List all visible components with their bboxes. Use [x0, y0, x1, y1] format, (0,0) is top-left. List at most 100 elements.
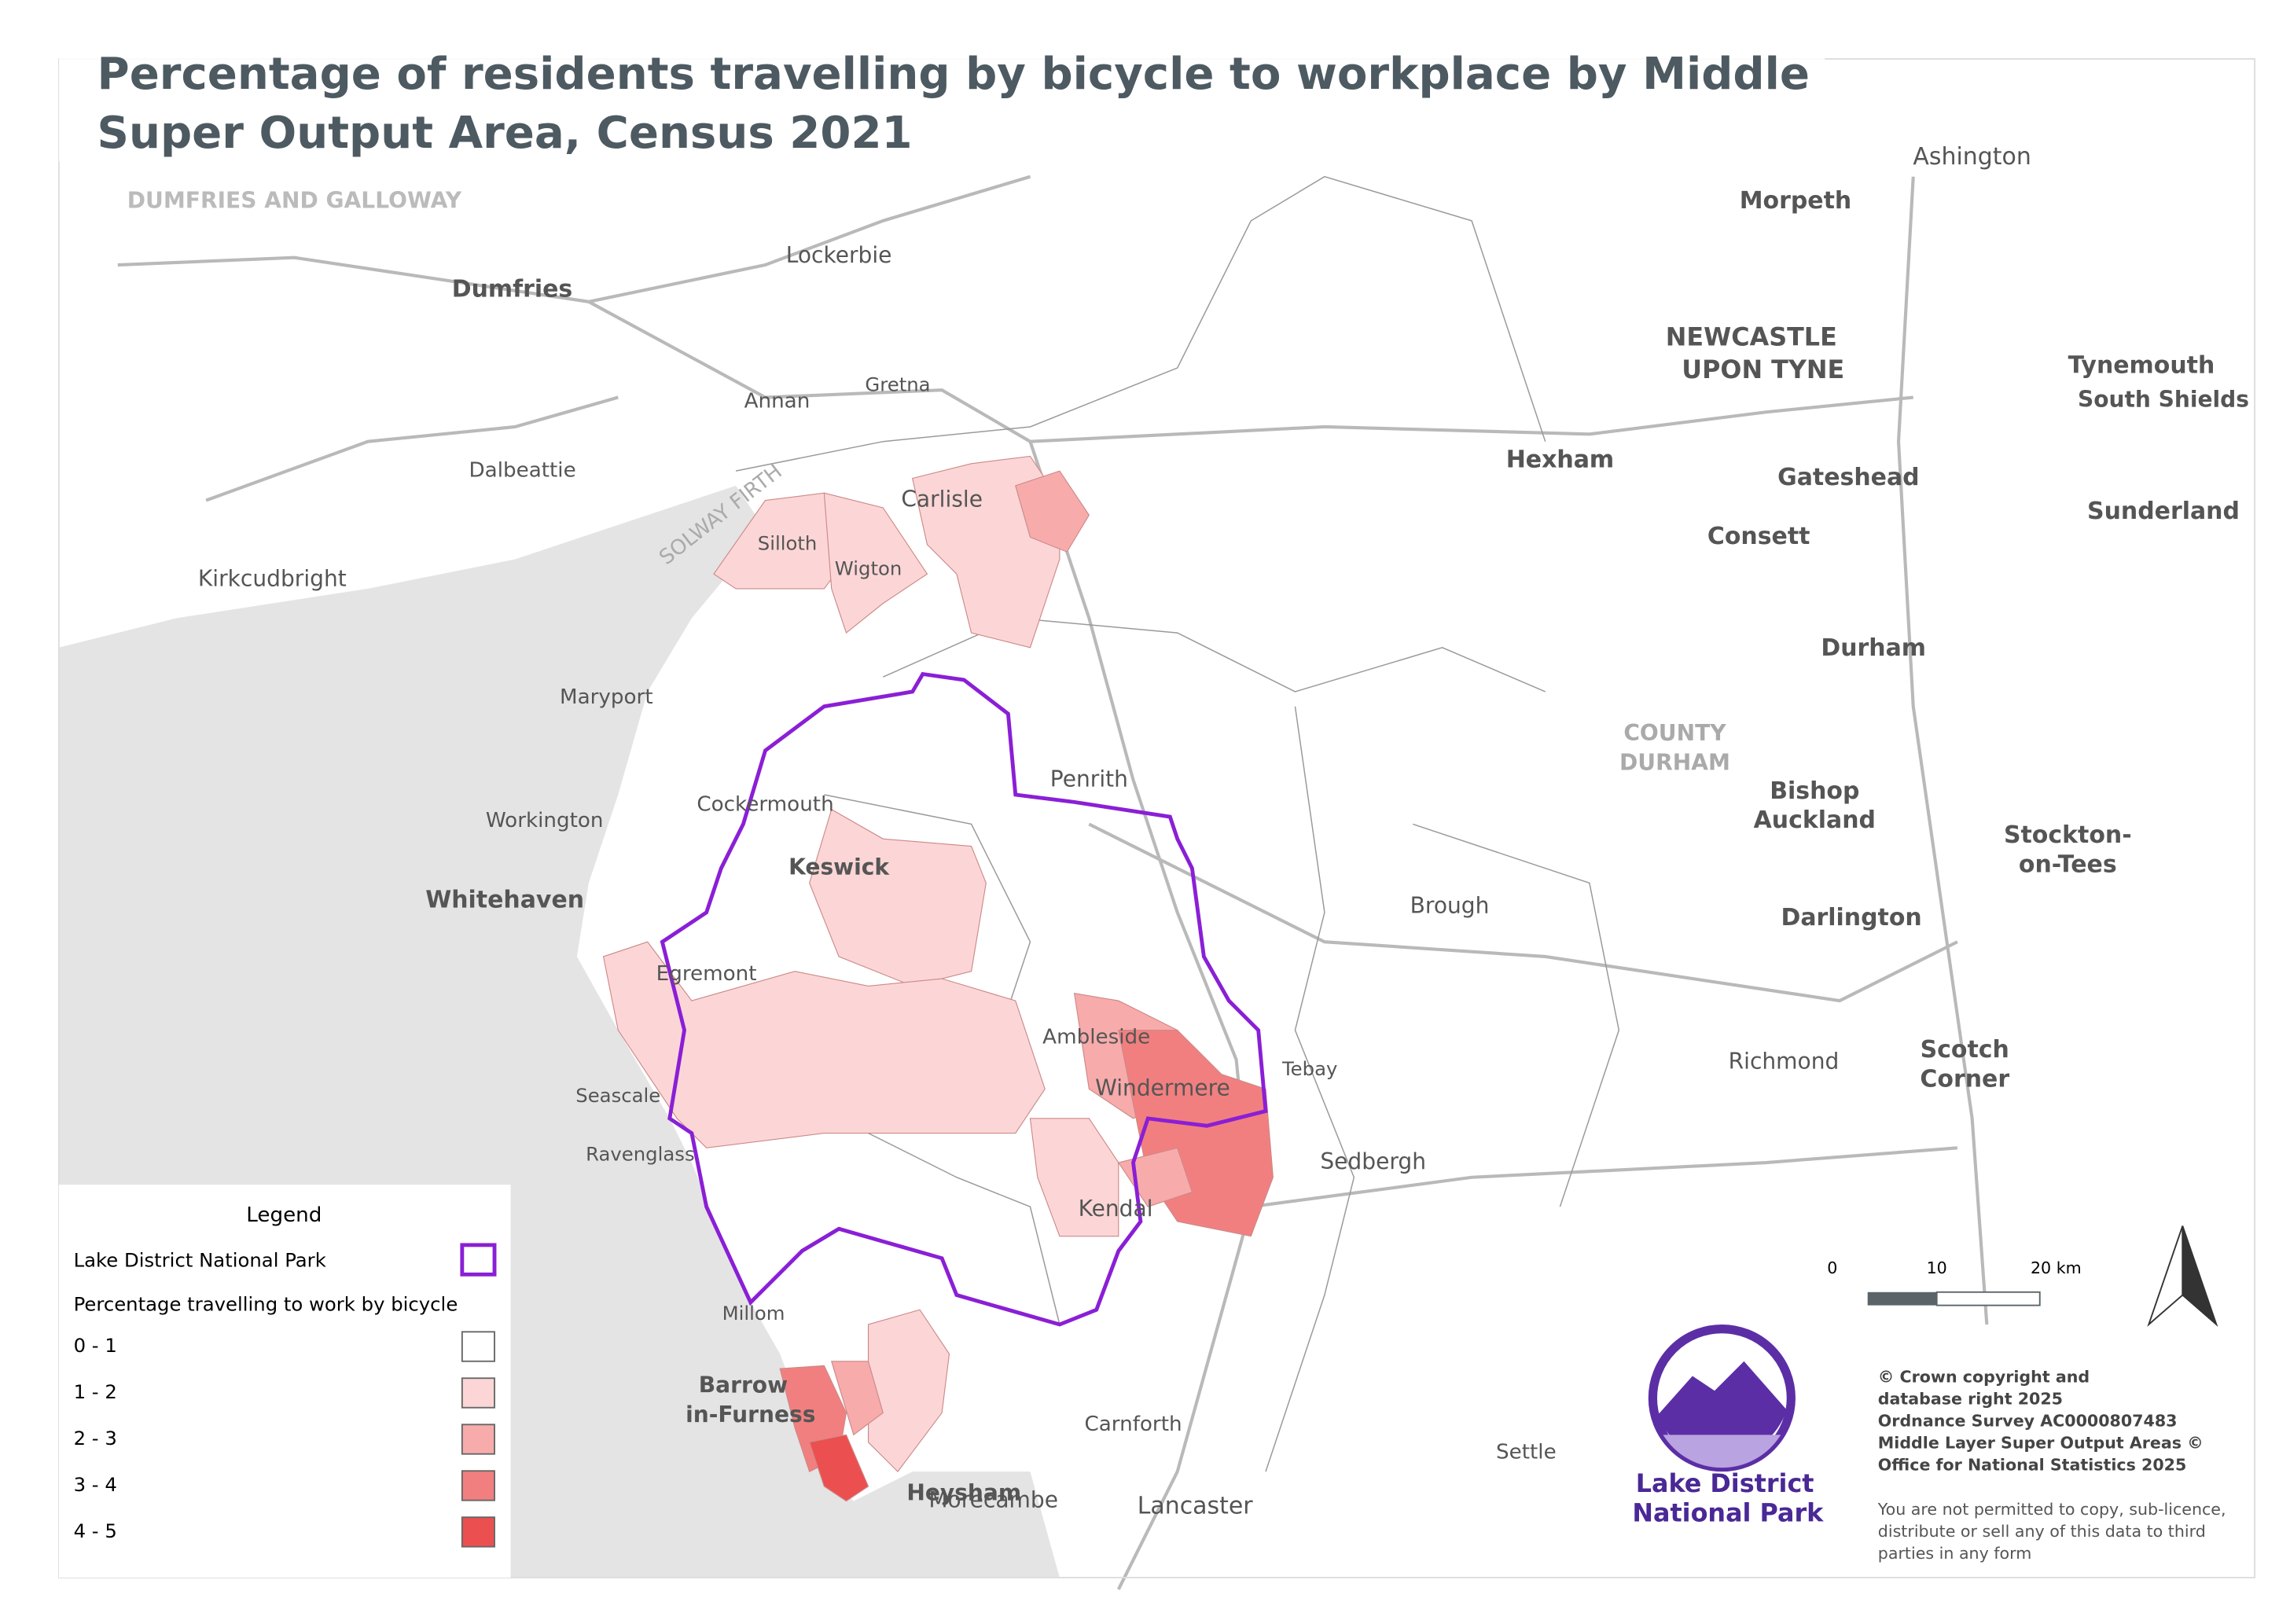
place-label: South Shields: [2078, 386, 2249, 412]
north-arrow-right: [2182, 1225, 2218, 1327]
place-label: Scotch: [1921, 1036, 2009, 1064]
place-label: Morpeth: [1740, 187, 1851, 215]
place-label: Seascale: [575, 1084, 660, 1107]
place-label: Kirkcudbright: [198, 566, 347, 592]
legend-label: 1 - 2: [74, 1380, 117, 1403]
title: Super Output Area, Census 2021: [97, 108, 913, 159]
scale-label: 10: [1927, 1258, 1947, 1277]
legend-swatch: [461, 1424, 495, 1455]
notice-line: You are not permitted to copy, sub-licen…: [1877, 1500, 2226, 1519]
place-label: Gretna: [865, 373, 930, 396]
place-label: NEWCASTLE: [1666, 322, 1837, 352]
place-label: Egremont: [656, 962, 757, 986]
place-label: Dumfries: [452, 275, 573, 303]
place-label: DURHAM: [1619, 750, 1730, 776]
place-label: Wigton: [835, 557, 902, 580]
place-label: Hexham: [1506, 446, 1614, 474]
place-label: Corner: [1920, 1066, 2009, 1093]
place-label: Gateshead: [1777, 464, 1919, 491]
legend-swatch: [460, 1243, 497, 1277]
legend-swatch: [461, 1331, 495, 1362]
legend-classes: 0 - 1 1 - 2 2 - 3 3 - 4 4 - 5: [74, 1331, 495, 1548]
logo-hills: [1656, 1361, 1787, 1458]
place-label: Tynemouth: [2068, 352, 2215, 380]
legend-title: Legend: [246, 1203, 322, 1227]
msoa-area: [823, 492, 928, 634]
logo: Lake District National Park: [1632, 1324, 1824, 1527]
place-label: Morecambe: [928, 1487, 1058, 1513]
logo-text: Lake District: [1636, 1468, 1814, 1498]
scale-bar: 0 10 20 km: [1827, 1258, 2082, 1306]
national-park-boundary: [660, 671, 1268, 1327]
place-label: Dalbeattie: [469, 459, 575, 483]
legend-box: [58, 1185, 511, 1578]
copyright-line: Office for National Statistics 2025: [1878, 1456, 2187, 1475]
place-label: Lockerbie: [786, 242, 892, 268]
place-label: Darlington: [1781, 904, 1921, 931]
place-label: Richmond: [1729, 1049, 1840, 1075]
place-label: DUMFRIES AND GALLOWAY: [127, 188, 462, 214]
legend-label: 3 - 4: [74, 1473, 117, 1496]
scale-segment: [1867, 1291, 1937, 1306]
msoa-area: [808, 1434, 869, 1502]
notice: You are not permitted to copy, sub-licen…: [1877, 1500, 2226, 1563]
title: Percentage of residents travelling by bi…: [97, 49, 1810, 100]
place-label: Silloth: [758, 532, 818, 555]
place-label: on-Tees: [2019, 851, 2117, 878]
legend-label: 0 - 1: [74, 1334, 117, 1357]
legend-label: 2 - 3: [74, 1427, 117, 1449]
place-label: UPON TYNE: [1682, 355, 1844, 384]
copyright-line: Middle Layer Super Output Areas ©: [1878, 1434, 2204, 1453]
place-label: Settle: [1496, 1440, 1557, 1464]
place-label: in-Furness: [686, 1402, 815, 1427]
place-label: Whitehaven: [425, 886, 584, 913]
place-label: Carlisle: [901, 487, 983, 513]
scale-label: 0: [1827, 1258, 1837, 1277]
roads: [117, 175, 1989, 1590]
legend-label: 4 - 5: [74, 1519, 117, 1542]
place-label: Auckland: [1754, 806, 1876, 834]
place-label: Durham: [1821, 634, 1926, 662]
place-label: Brough: [1410, 892, 1490, 918]
place-label: Barrow: [699, 1372, 788, 1398]
place-label: Stockton-: [2004, 821, 2132, 849]
copyright-line: Ordnance Survey AC0000807483: [1878, 1412, 2178, 1431]
place-label: Sedbergh: [1320, 1148, 1426, 1174]
place-label: Windermere: [1095, 1075, 1230, 1100]
msoa-area: [1029, 1118, 1119, 1237]
notice-line: parties in any form: [1878, 1544, 2032, 1563]
place-label: COUNTY: [1623, 720, 1726, 746]
place-label: Carnforth: [1084, 1413, 1182, 1436]
title-backdrop: [58, 0, 1825, 162]
place-label: Bishop: [1770, 777, 1859, 805]
place-label: Keswick: [788, 854, 890, 880]
place-label: Cockermouth: [697, 793, 833, 817]
legend-swatch: [461, 1516, 495, 1548]
place-label: Tebay: [1281, 1057, 1337, 1080]
legend-swatch: [461, 1470, 495, 1501]
place-label: Ravenglass: [586, 1143, 695, 1166]
msoa-area: [867, 1309, 950, 1473]
place-labels: Dumfries Carlisle Keswick Penrith Whitehaven…: [127, 143, 2249, 1520]
place-label: Lancaster: [1138, 1493, 1254, 1520]
place-label: Sunderland: [2087, 498, 2240, 525]
place-label: Ashington: [1913, 143, 2031, 171]
place-label: Hexham: [1506, 446, 1614, 474]
msoa-area: [1015, 470, 1090, 553]
copyright: © Crown copyright and database right 2025…: [1878, 1367, 2204, 1474]
place-label: Workington: [486, 809, 604, 832]
scale-label: 20 km: [2031, 1258, 2082, 1277]
logo-text: National Park: [1632, 1497, 1824, 1527]
copyright-line: database right 2025: [1878, 1389, 2063, 1408]
msoa-area: [809, 808, 987, 987]
legend-swatch: [461, 1377, 495, 1409]
place-label: Ambleside: [1042, 1025, 1150, 1049]
scale-segment: [1935, 1291, 2041, 1306]
place-label: Consett: [1707, 523, 1810, 550]
place-label: Kendal: [1079, 1196, 1153, 1222]
place-label: Heysham: [906, 1479, 1021, 1505]
place-label: Maryport: [560, 685, 653, 709]
place-label: Penrith: [1050, 766, 1128, 792]
msoa-areas: [602, 455, 1274, 1502]
